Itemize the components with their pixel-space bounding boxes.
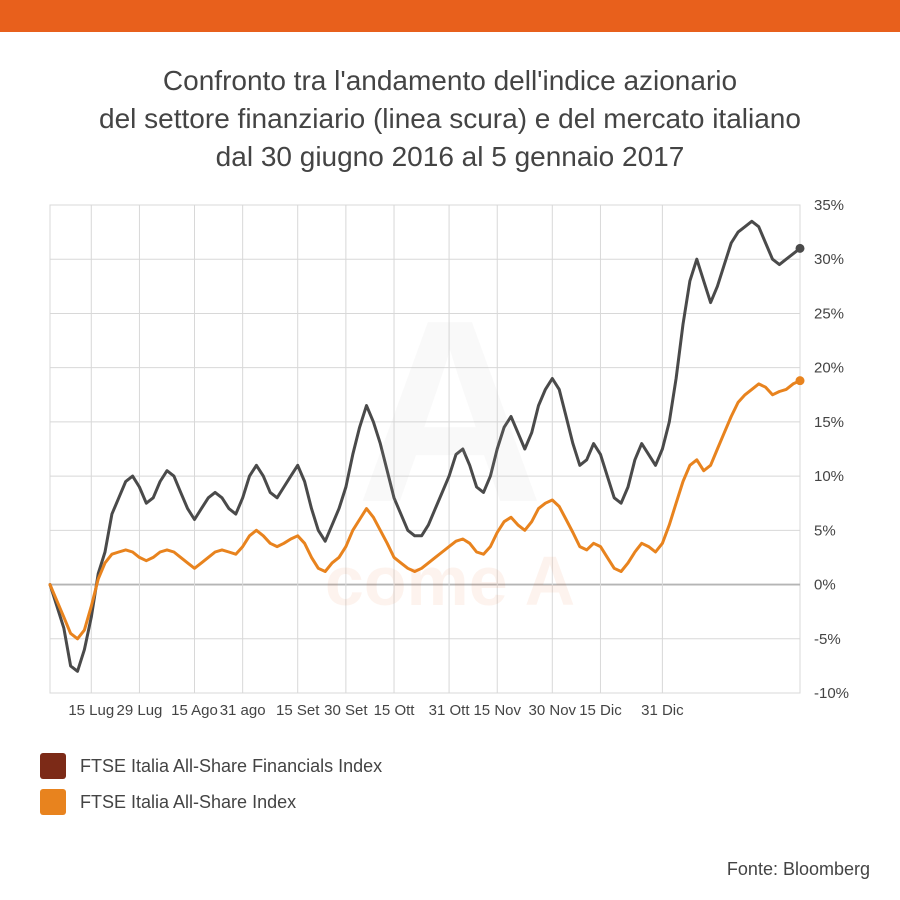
y-tick-label: 10%: [814, 469, 844, 486]
y-tick-label: -10%: [814, 685, 849, 702]
legend-swatch: [40, 789, 66, 815]
x-tick-label: 15 Lug: [68, 702, 114, 719]
series-end-marker: [796, 377, 805, 386]
title-line-2: del settore finanziario (linea scura) e …: [99, 103, 801, 134]
line-chart: -10% -5% 0% 5% 10% 15% 20% 25% 30% 35% 15 Lug29 Lu…: [40, 195, 860, 725]
x-tick-label: 29 Lug: [117, 702, 163, 719]
x-tick-label: 15 Ago: [171, 702, 218, 719]
x-tick-label: 15 Ott: [374, 702, 416, 719]
x-tick-label: 30 Nov: [529, 702, 577, 719]
content-area: Confronto tra l'andamento dell'indice az…: [0, 32, 900, 835]
accent-bar: [0, 0, 900, 32]
x-tick-label: 31 Dic: [641, 702, 684, 719]
y-tick-label: 35%: [814, 197, 844, 214]
y-tick-label: 25%: [814, 306, 844, 323]
title-line-3: dal 30 giugno 2016 al 5 gennaio 2017: [216, 141, 685, 172]
y-tick-label: 30%: [814, 252, 844, 269]
x-tick-label: 30 Set: [324, 702, 368, 719]
series-end-marker: [796, 244, 805, 253]
x-tick-label: 31 Ott: [429, 702, 471, 719]
y-tick-label: 5%: [814, 523, 836, 540]
legend-label: FTSE Italia All-Share Index: [80, 792, 296, 813]
y-tick-label: 0%: [814, 577, 836, 594]
y-tick-label: 15%: [814, 414, 844, 431]
legend-item: FTSE Italia All-Share Index: [40, 789, 860, 815]
y-tick-label: -5%: [814, 631, 841, 648]
page: { "title_lines": [ "Confronto tra l'anda…: [0, 0, 900, 900]
x-tick-label: 15 Set: [276, 702, 320, 719]
title-line-1: Confronto tra l'andamento dell'indice az…: [163, 65, 737, 96]
x-tick-label: 15 Dic: [579, 702, 622, 719]
legend-label: FTSE Italia All-Share Financials Index: [80, 756, 382, 777]
legend: FTSE Italia All-Share Financials Index FT…: [40, 753, 860, 815]
y-tick-label: 20%: [814, 360, 844, 377]
chart-title: Confronto tra l'andamento dell'indice az…: [70, 62, 830, 175]
chart-container: A come A -10%-5%0%5%10%15%20%25%30%35%15…: [40, 195, 860, 725]
source-label: Fonte: Bloomberg: [727, 859, 870, 880]
legend-swatch: [40, 753, 66, 779]
x-tick-label: 31 ago: [220, 702, 266, 719]
x-tick-label: 15 Nov: [473, 702, 521, 719]
legend-item: FTSE Italia All-Share Financials Index: [40, 753, 860, 779]
